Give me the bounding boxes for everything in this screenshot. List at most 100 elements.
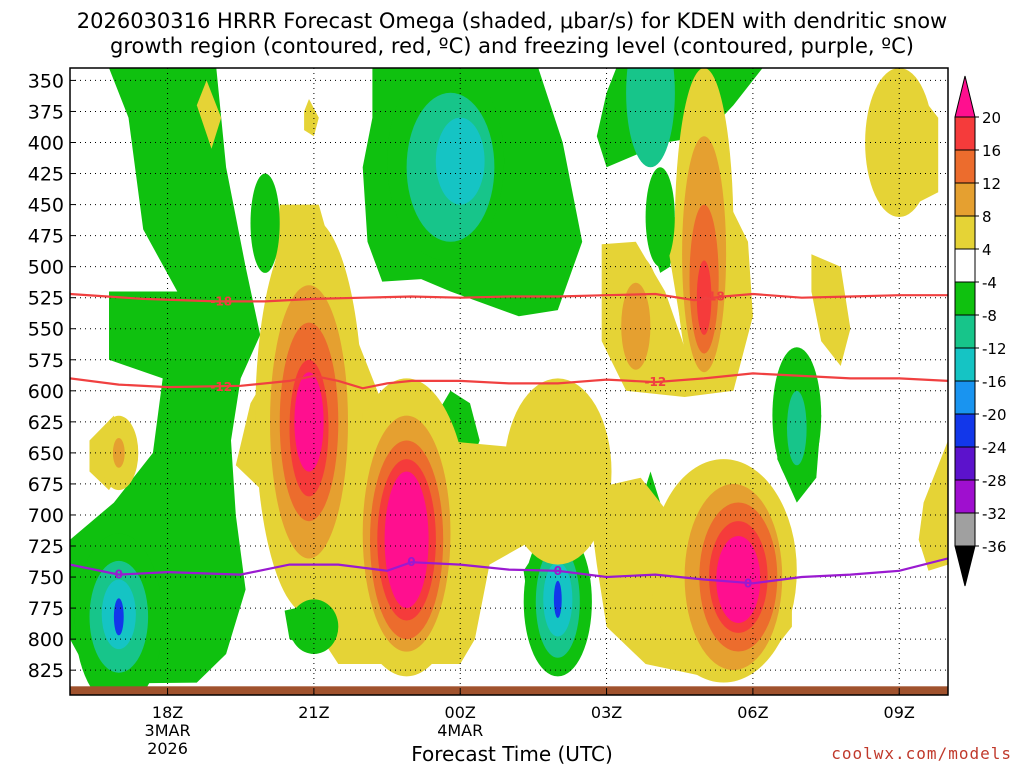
colorbar-box-3 xyxy=(954,215,976,250)
colorbar-label-3: 8 xyxy=(982,208,992,226)
colorbar-label-8: -16 xyxy=(982,373,1007,391)
omega-cell-28 xyxy=(621,282,651,370)
omega-cell-41 xyxy=(626,68,675,168)
x-tick-label-00Z: 00Z xyxy=(445,703,476,722)
freezing-label-d: 0 xyxy=(744,576,752,590)
y-tick-label-675: 675 xyxy=(28,474,64,496)
x-tick-label-03Z: 03Z xyxy=(591,703,622,722)
omega-shading xyxy=(70,68,948,695)
omega-cell-35 xyxy=(289,599,339,654)
colorbar-box-10 xyxy=(954,446,976,481)
y-tick-label-375: 375 xyxy=(28,101,64,123)
colorbar-label-10: -24 xyxy=(982,439,1007,457)
dgz-label-12-b: -12 xyxy=(644,375,666,389)
colorbar-label-2: 12 xyxy=(982,175,1001,193)
y-tick-label-350: 350 xyxy=(28,70,64,92)
omega-cell-13 xyxy=(384,471,429,609)
freezing-level-contour xyxy=(70,557,948,585)
x-tick-label-09Z: 09Z xyxy=(884,703,915,722)
colorbar-box-6 xyxy=(954,314,976,349)
y-tick-label-625: 625 xyxy=(28,412,64,434)
omega-cell-38 xyxy=(250,173,280,273)
colorbar-label-12: -32 xyxy=(982,505,1007,523)
colorbar-box-1 xyxy=(954,149,976,184)
y-tick-label-775: 775 xyxy=(28,598,64,620)
omega-cell-31 xyxy=(435,117,485,205)
dgz-label-18-b: -18 xyxy=(703,289,725,303)
colorbar-box-2 xyxy=(954,182,976,217)
omega-cell-8 xyxy=(294,372,324,472)
chart-title-line-2: growth region (contoured, red, ºC) and f… xyxy=(110,34,914,58)
colorbar-box-7 xyxy=(954,347,976,382)
omega-cell-40 xyxy=(645,167,675,267)
y-tick-label-700: 700 xyxy=(28,505,64,527)
colorbar-label-5: -4 xyxy=(982,274,997,292)
colorbar-box-12 xyxy=(954,512,976,547)
x-tick-label-18Z: 18Z xyxy=(152,703,183,722)
plot-frame xyxy=(69,67,949,696)
freezing-label-a: 0 xyxy=(115,568,123,582)
y-tick-label-825: 825 xyxy=(28,660,64,682)
omega-cell-26 xyxy=(696,260,712,335)
colorbar-box-4 xyxy=(954,248,976,283)
y-tick-label-425: 425 xyxy=(28,164,64,186)
omega-cell-3 xyxy=(113,598,124,636)
y-tick-label-400: 400 xyxy=(28,132,64,154)
omega-cell-22 xyxy=(716,536,761,623)
colorbar-label-13: -36 xyxy=(982,538,1007,556)
y-tick-label-600: 600 xyxy=(28,381,64,403)
omega-region-positive-0 xyxy=(196,80,222,149)
x-tick-date-00Z: 4MAR xyxy=(437,721,483,740)
y-tick-label-750: 750 xyxy=(28,567,64,589)
freezing-label-b: 0 xyxy=(407,555,415,569)
y-tick-label-725: 725 xyxy=(28,536,64,558)
y-tick-label-575: 575 xyxy=(28,350,64,372)
omega-cell-39 xyxy=(504,378,612,565)
omega-region-0 xyxy=(70,68,261,684)
omega-cell-17 xyxy=(553,580,562,619)
freezing-label-c: 0 xyxy=(554,564,562,578)
dgz-label-12-a: -12 xyxy=(210,380,232,394)
x-tick-label-06Z: 06Z xyxy=(737,703,768,722)
omega-cell-33 xyxy=(787,390,807,466)
colorbar-box-5 xyxy=(954,281,976,316)
ground-strip xyxy=(70,686,948,695)
colorbar-box-11 xyxy=(954,479,976,514)
colorbar-label-6: -8 xyxy=(982,307,997,325)
y-tick-label-550: 550 xyxy=(28,319,64,341)
plot-border xyxy=(69,67,949,696)
y-tick-label-525: 525 xyxy=(28,288,64,310)
colorbar-label-1: 16 xyxy=(982,142,1001,160)
chart-title-line-1: 2026030316 HRRR Forecast Omega (shaded, … xyxy=(76,9,948,33)
omega-region-positive-5 xyxy=(811,254,851,366)
omega-region-positive-7 xyxy=(918,440,948,571)
y-tick-label-800: 800 xyxy=(28,629,64,651)
y-tick-label-650: 650 xyxy=(28,443,64,465)
colorbar-box-0 xyxy=(954,116,976,151)
x-tick-label-21Z: 21Z xyxy=(298,703,329,722)
colorbar-box-8 xyxy=(954,380,976,415)
colorbar-label-0: 20 xyxy=(982,109,1001,127)
dgz-contour--12 xyxy=(70,372,948,390)
y-tick-label-500: 500 xyxy=(28,257,64,279)
x-tick-year-18Z: 2026 xyxy=(147,739,188,758)
site-credit: coolwx.com/models xyxy=(831,744,1012,763)
contour-lines: -18 -18 -12 -12 0 0 0 0 xyxy=(70,289,948,590)
y-axis: 350 375 400 425 450 475 500 525 550 575 600 625 650 6… xyxy=(28,70,76,682)
colorbar-bottom-arrow xyxy=(954,545,976,587)
y-tick-label-450: 450 xyxy=(28,195,64,217)
colorbar-label-11: -28 xyxy=(982,472,1007,490)
colorbar-label-7: -12 xyxy=(982,340,1007,358)
x-tick-date-18Z: 3MAR xyxy=(145,721,191,740)
colorbar-top-arrow xyxy=(954,75,976,118)
colorbar-label-9: -20 xyxy=(982,406,1007,424)
colorbar-box-9 xyxy=(954,413,976,448)
x-axis-title: Forecast Time (UTC) xyxy=(411,742,613,766)
y-tick-label-475: 475 xyxy=(28,226,64,248)
dgz-contour--18 xyxy=(70,292,948,303)
omega-region-positive-1 xyxy=(304,99,319,137)
colorbar: 20 16 12 8 4 -4 -8 -12 -16 -20 -24 -28 -32 -36 xyxy=(954,75,1007,587)
colorbar-label-4: 4 xyxy=(982,241,992,259)
